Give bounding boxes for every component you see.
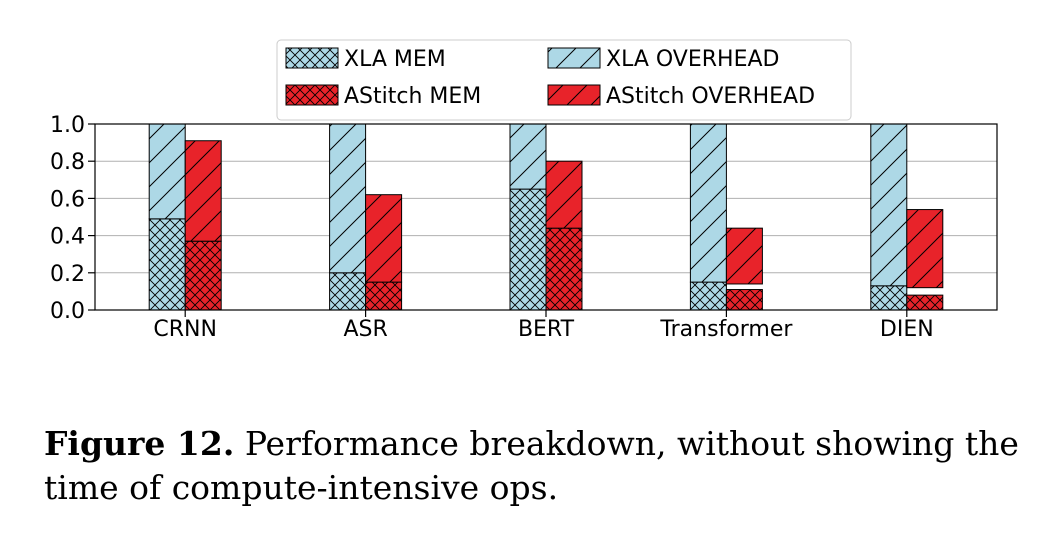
- legend: XLA MEM XLA OVERHEAD AStitch MEM AStitch OV…: [276, 39, 852, 121]
- legend-astitch-overhead-label: AStitch OVERHEAD: [606, 84, 815, 109]
- xtick-label-dien: DIEN: [880, 317, 934, 342]
- xtick-label-bert: BERT: [518, 317, 575, 342]
- legend-xla-overhead-swatch-hatch: [547, 47, 601, 69]
- ytick-label-0-8: 0.8: [50, 150, 85, 175]
- bar-crnn-xla-overhead-hatch: [148, 123, 186, 220]
- xtick-label-crnn: CRNN: [153, 317, 217, 342]
- bar-dien-xla-overhead-hatch: [870, 123, 908, 287]
- ytick-label-0-6: 0.6: [50, 187, 85, 212]
- bar-transformer-xla-overhead-hatch: [689, 123, 727, 283]
- bar-transformer-xla-mem-hatch: [689, 281, 727, 311]
- legend-box: [276, 39, 852, 121]
- bar-asr-xla-overhead-hatch: [329, 123, 367, 274]
- caption-label: Figure 12.: [44, 424, 235, 463]
- bar-bert-astitch-overhead-hatch: [545, 160, 583, 229]
- bar-crnn-xla-mem-hatch: [148, 218, 186, 311]
- bar-crnn-astitch-mem-hatch: [184, 240, 222, 311]
- caption-text: Performance breakdown, without showing t…: [44, 424, 1019, 507]
- xtick-label-transformer: Transformer: [659, 317, 793, 342]
- legend-xla-mem-label: XLA MEM: [344, 47, 446, 72]
- bar-dien-astitch-overhead-hatch: [906, 209, 944, 289]
- legend-xla-mem-swatch-hatch: [285, 47, 339, 69]
- bar-transformer-astitch-overhead-hatch: [725, 227, 763, 285]
- chart: 0.0 0.2 0.4 0.6 0.8 1.0 CRNN ASR BERT Transformer…: [50, 39, 998, 342]
- legend-astitch-mem-label: AStitch MEM: [344, 84, 481, 109]
- legend-astitch-overhead-swatch-hatch: [547, 84, 601, 106]
- bar-bert-astitch-mem-hatch: [545, 227, 583, 311]
- ytick-label-0-0: 0.0: [50, 299, 85, 324]
- bar-bert-xla-overhead-hatch: [509, 123, 547, 190]
- ytick-label-0-2: 0.2: [50, 262, 85, 287]
- bar-transformer-astitch-mem-hatch: [725, 289, 763, 311]
- bar-crnn-astitch-overhead-hatch: [184, 140, 222, 242]
- legend-astitch-mem-swatch-hatch: [285, 84, 339, 106]
- bar-dien-astitch-mem-hatch: [906, 294, 944, 311]
- ytick-label-0-4: 0.4: [50, 225, 85, 250]
- xtick-label-asr: ASR: [343, 317, 387, 342]
- axes: 0.0 0.2 0.4 0.6 0.8 1.0 CRNN ASR BERT Transformer…: [50, 113, 934, 342]
- bar-bert-xla-mem-hatch: [509, 188, 547, 311]
- figure-caption: Figure 12. Performance breakdown, withou…: [44, 422, 1024, 510]
- bar-asr-astitch-overhead-hatch: [365, 194, 403, 283]
- bar-asr-xla-mem-hatch: [329, 272, 367, 311]
- ytick-label-1-0: 1.0: [50, 113, 85, 138]
- bars: [148, 123, 944, 311]
- bar-dien-xla-mem-hatch: [870, 285, 908, 311]
- legend-xla-overhead-label: XLA OVERHEAD: [606, 47, 779, 72]
- bar-asr-astitch-mem-hatch: [365, 281, 403, 311]
